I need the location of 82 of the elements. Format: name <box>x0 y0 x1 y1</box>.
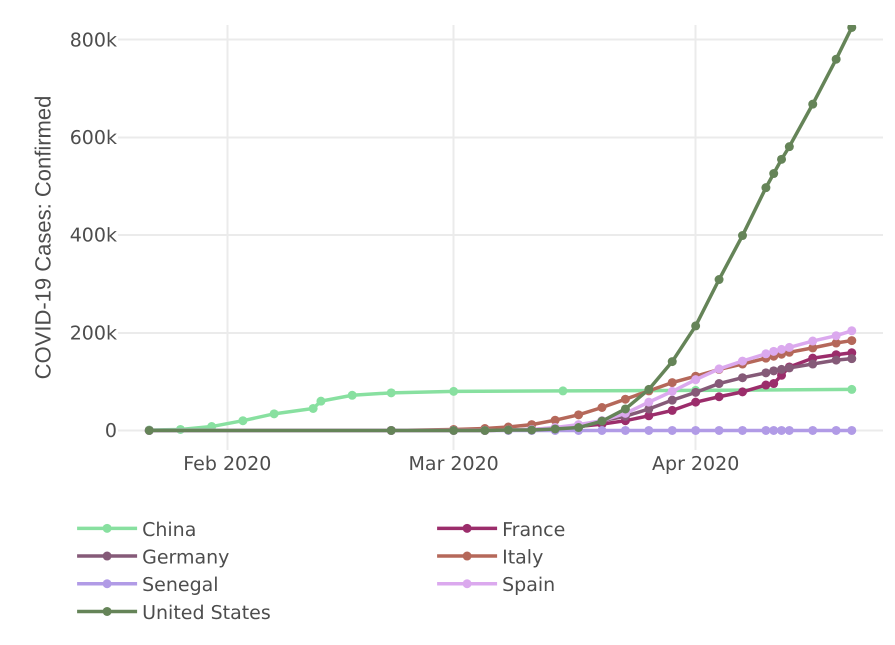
y-tick-label: 0 <box>104 420 117 442</box>
point <box>449 386 458 396</box>
point <box>238 416 248 426</box>
y-tick-label: 600k <box>70 127 117 150</box>
point <box>847 384 856 394</box>
x-tick-label: Apr 2020 <box>652 453 740 475</box>
point <box>738 387 747 396</box>
point <box>832 331 841 340</box>
legend-label: United States <box>142 602 271 624</box>
point <box>761 349 770 358</box>
legend-label: Senegal <box>142 574 219 596</box>
point <box>777 426 786 435</box>
point <box>808 336 818 346</box>
point <box>769 379 778 388</box>
point <box>574 410 584 420</box>
legend-label: Germany <box>142 546 230 568</box>
y-tick-label: 800k <box>70 29 117 52</box>
point <box>808 426 818 435</box>
point <box>691 321 700 330</box>
point <box>769 169 778 178</box>
point <box>738 231 747 240</box>
y-tick-label: 400k <box>70 224 117 247</box>
point <box>832 426 841 435</box>
point <box>714 379 724 388</box>
point <box>668 406 677 415</box>
point <box>668 386 677 396</box>
point <box>714 426 724 435</box>
point <box>348 390 357 400</box>
point <box>668 357 677 366</box>
point <box>738 373 747 382</box>
point <box>558 386 568 396</box>
point <box>597 426 606 435</box>
point <box>620 394 630 404</box>
point <box>644 426 654 435</box>
x-tick-label: Mar 2020 <box>408 453 499 475</box>
y-tick-label: 200k <box>70 322 117 344</box>
point <box>386 388 396 398</box>
point <box>620 404 630 414</box>
point <box>691 398 700 407</box>
point <box>691 426 700 435</box>
point <box>761 183 770 192</box>
point <box>761 426 770 435</box>
point <box>270 409 279 418</box>
point <box>784 342 794 352</box>
point <box>777 154 786 164</box>
legend-label: Italy <box>502 546 544 568</box>
point <box>668 396 677 405</box>
legend-label: Spain <box>502 574 556 596</box>
point <box>597 403 606 412</box>
point <box>691 375 700 384</box>
point <box>784 426 794 435</box>
point <box>847 426 856 435</box>
point <box>769 346 778 356</box>
point <box>832 54 841 64</box>
point <box>784 142 794 152</box>
point <box>808 360 818 369</box>
point <box>777 364 786 374</box>
point <box>761 380 770 390</box>
point <box>769 366 778 376</box>
point <box>738 426 747 435</box>
point <box>847 354 856 364</box>
point <box>769 426 778 435</box>
point <box>714 392 724 402</box>
point <box>761 368 770 378</box>
point <box>738 356 747 366</box>
point <box>308 404 318 413</box>
point <box>808 100 818 109</box>
legend-label: France <box>502 518 566 541</box>
x-tick-label: Feb 2020 <box>183 453 272 475</box>
legend-label: China <box>142 518 196 541</box>
point <box>777 344 786 354</box>
point <box>620 426 630 435</box>
point <box>668 378 677 388</box>
y-axis-title: COVID-19 Cases: Confirmed <box>30 96 56 380</box>
point <box>644 398 654 407</box>
point <box>832 338 841 348</box>
point <box>714 275 724 284</box>
point <box>316 396 326 406</box>
point <box>832 356 841 365</box>
point <box>668 426 677 435</box>
point <box>847 336 856 346</box>
point <box>847 326 856 336</box>
